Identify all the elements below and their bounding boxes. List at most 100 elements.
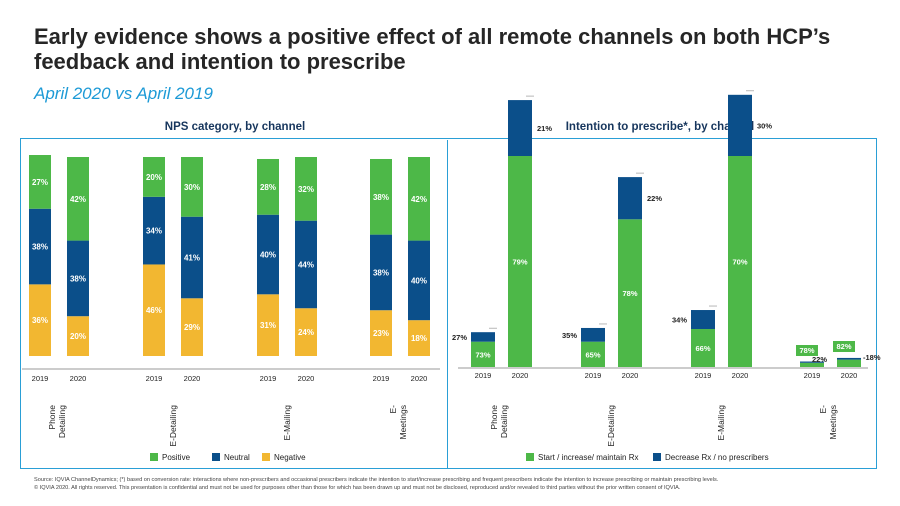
nps-x-tick-label: 2019 bbox=[373, 374, 390, 383]
nps-bar-positive-phone-detailing-2020 bbox=[67, 157, 89, 241]
nps-data-label: 42% bbox=[70, 195, 86, 204]
intention-bar-decrease-rx-no-prescribers-phone-detailing-2020 bbox=[508, 100, 532, 156]
legend-swatch-neutral bbox=[212, 453, 220, 461]
intention-group-label: E-Mailing bbox=[716, 405, 726, 441]
nps-data-label: 38% bbox=[373, 193, 389, 202]
legend-swatch-start-increase-maintain-rx bbox=[526, 453, 534, 461]
intention-data-label: 30% bbox=[757, 121, 772, 130]
footer-source: Source: IQVIA ChannelDynamics; (*) based… bbox=[34, 477, 719, 483]
intention-x-tick-label: 2020 bbox=[732, 371, 749, 380]
nps-bar-negative-e-mailing-2019 bbox=[257, 294, 279, 356]
chart-frame bbox=[20, 138, 877, 469]
intention-x-tick-label: 2019 bbox=[475, 371, 492, 380]
intention-x-tick-label: 2019 bbox=[585, 371, 602, 380]
legend-label-neutral: Neutral bbox=[224, 453, 250, 462]
nps-bar-neutral-e-mailing-2020 bbox=[295, 220, 317, 309]
nps-bar-neutral-e-detailing-2020 bbox=[181, 216, 203, 299]
page-title: Early evidence shows a positive effect o… bbox=[34, 24, 831, 74]
intention-group-label: E-Meetings bbox=[818, 405, 838, 440]
nps-data-label: 34% bbox=[146, 227, 162, 236]
nps-bar-positive-e-meetings-2020 bbox=[408, 157, 430, 241]
nps-chart-title: NPS category, by channel bbox=[164, 121, 306, 133]
intention-data-label: 21% bbox=[537, 124, 552, 133]
nps-group-label: E-Mailing bbox=[282, 405, 292, 441]
intention-chart-title: Intention to prescribe*, by channel bbox=[565, 121, 755, 133]
nps-bar-positive-e-detailing-2020 bbox=[181, 157, 203, 217]
nps-data-label: 46% bbox=[146, 306, 162, 315]
nps-data-label: 18% bbox=[411, 334, 427, 343]
intention-data-label: -18% bbox=[863, 353, 881, 362]
panel-divider bbox=[447, 140, 448, 468]
intention-data-label: 22% bbox=[647, 194, 662, 203]
nps-bar-neutral-phone-detailing-2020 bbox=[67, 240, 89, 317]
intention-bar-decrease-rx-no-prescribers-e-detailing-2019 bbox=[581, 327, 605, 342]
nps-data-label: 29% bbox=[184, 323, 200, 332]
nps-data-label: 27% bbox=[32, 178, 48, 187]
nps-data-label: 40% bbox=[411, 276, 427, 285]
intention-bar-start-increase-maintain-rx-phone-detailing-2020 bbox=[508, 156, 532, 367]
nps-bar-positive-e-mailing-2019 bbox=[257, 158, 279, 215]
intention-x-tick-label: 2019 bbox=[804, 371, 821, 380]
nps-data-label: 38% bbox=[373, 268, 389, 277]
intention-bar-start-increase-maintain-rx-phone-detailing-2019 bbox=[471, 341, 495, 367]
intention-x-tick-label: 2020 bbox=[622, 371, 639, 380]
nps-x-tick-label: 2019 bbox=[146, 374, 163, 383]
nps-data-label: 38% bbox=[70, 274, 86, 283]
intention-bar-start-increase-maintain-rx-e-mailing-2019 bbox=[691, 329, 715, 367]
intention-bar-start-increase-maintain-rx-e-meetings-2019 bbox=[800, 362, 824, 367]
nps-bar-negative-e-mailing-2020 bbox=[295, 308, 317, 356]
intention-bar-decrease-rx-no-prescribers-e-mailing-2019 bbox=[691, 310, 715, 330]
footer: Source: IQVIA ChannelDynamics; (*) based… bbox=[34, 476, 874, 492]
nps-group-label: PhoneDetailing bbox=[47, 405, 67, 438]
footer-copyright: © IQVIA 2020. All rights reserved. This … bbox=[34, 485, 681, 491]
intention-data-label: 27% bbox=[452, 333, 467, 342]
legend-label-negative: Negative bbox=[274, 453, 306, 462]
intention-data-label: 66% bbox=[695, 344, 710, 353]
intention-data-label: 70% bbox=[732, 258, 747, 267]
intention-bar-start-increase-maintain-rx-e-meetings-2020 bbox=[837, 359, 861, 367]
page-subtitle: April 2020 vs April 2019 bbox=[34, 84, 213, 103]
nps-data-label: 42% bbox=[411, 195, 427, 204]
intention-group-label: E-Detailing bbox=[606, 405, 616, 447]
intention-x-tick-label: 2020 bbox=[841, 371, 858, 380]
nps-data-label: 41% bbox=[184, 253, 200, 262]
nps-bar-neutral-phone-detailing-2019 bbox=[29, 208, 51, 285]
intention-data-label: 82% bbox=[836, 342, 851, 351]
intention-label-badge bbox=[833, 341, 855, 352]
nps-x-tick-label: 2019 bbox=[260, 374, 277, 383]
intention-bar-decrease-rx-no-prescribers-e-detailing-2020 bbox=[618, 177, 642, 220]
intention-data-label: 65% bbox=[585, 350, 600, 359]
nps-data-label: 30% bbox=[184, 183, 200, 192]
nps-bar-positive-e-mailing-2020 bbox=[295, 157, 317, 221]
intention-data-label: 34% bbox=[672, 316, 687, 325]
nps-data-label: 20% bbox=[70, 332, 86, 341]
nps-bar-negative-phone-detailing-2019 bbox=[29, 284, 51, 356]
nps-bar-negative-phone-detailing-2020 bbox=[67, 316, 89, 356]
intention-data-label: 73% bbox=[475, 350, 490, 359]
intention-bar-start-increase-maintain-rx-e-mailing-2020 bbox=[728, 156, 752, 367]
legend-label-positive: Positive bbox=[162, 453, 191, 462]
legend-swatch-negative bbox=[262, 453, 270, 461]
intention-x-tick-label: 2019 bbox=[695, 371, 712, 380]
intention-bar-decrease-rx-no-prescribers-phone-detailing-2019 bbox=[471, 332, 495, 342]
nps-bar-positive-e-meetings-2019 bbox=[370, 158, 392, 235]
nps-bar-neutral-e-meetings-2020 bbox=[408, 240, 430, 321]
intention-bar-decrease-rx-no-prescribers-e-mailing-2020 bbox=[728, 94, 752, 156]
intention-data-label: 78% bbox=[799, 346, 814, 355]
nps-x-tick-label: 2020 bbox=[298, 374, 315, 383]
nps-bar-neutral-e-detailing-2019 bbox=[143, 196, 165, 265]
nps-data-label: 44% bbox=[298, 260, 314, 269]
intention-bar-decrease-rx-no-prescribers-e-meetings-2020 bbox=[837, 357, 861, 360]
nps-data-label: 28% bbox=[260, 183, 276, 192]
nps-x-tick-label: 2020 bbox=[184, 374, 201, 383]
legend-label-start-increase-maintain-rx: Start / increase/ maintain Rx bbox=[538, 453, 638, 462]
legend-label-decrease-rx-no-prescribers: Decrease Rx / no prescribers bbox=[665, 453, 769, 462]
nps-data-label: 24% bbox=[298, 328, 314, 337]
nps-bar-negative-e-meetings-2019 bbox=[370, 310, 392, 356]
nps-bar-neutral-e-mailing-2019 bbox=[257, 214, 279, 295]
intention-x-tick-label: 2020 bbox=[512, 371, 529, 380]
nps-data-label: 20% bbox=[146, 173, 162, 182]
nps-bar-positive-e-detailing-2019 bbox=[143, 157, 165, 197]
legend-swatch-decrease-rx-no-prescribers bbox=[653, 453, 661, 461]
